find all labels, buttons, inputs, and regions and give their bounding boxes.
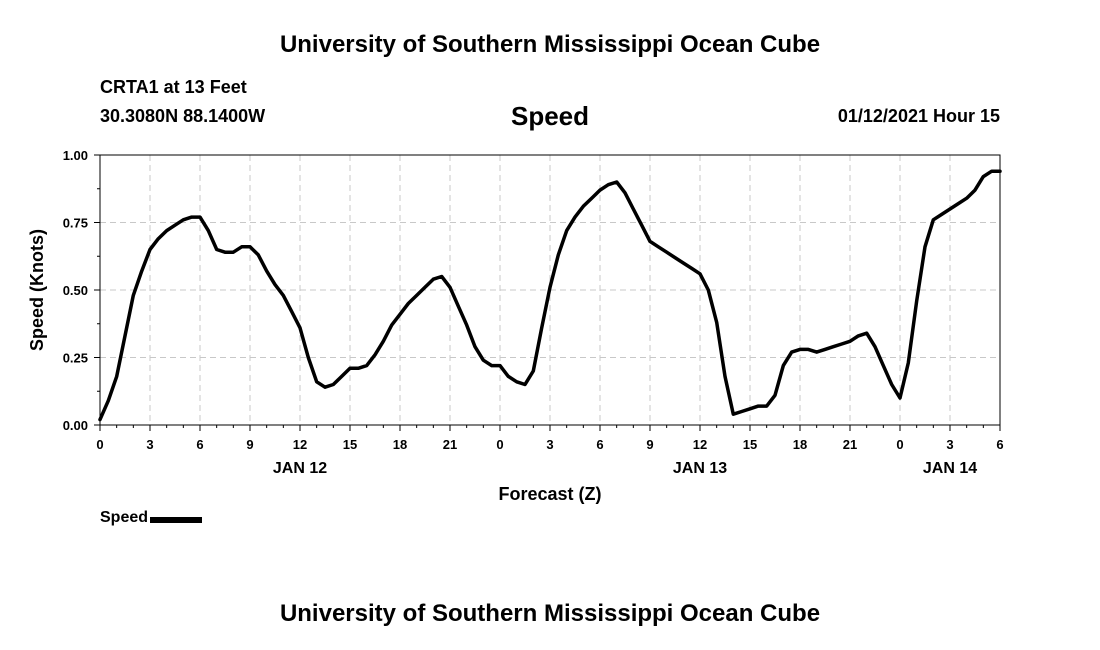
date-label: JAN 14 bbox=[923, 460, 977, 477]
legend-label: Speed bbox=[100, 509, 149, 526]
y-tick-label: 1.00 bbox=[63, 148, 88, 163]
x-tick-label: 18 bbox=[393, 437, 407, 452]
x-axis-label: Forecast (Z) bbox=[498, 484, 601, 504]
x-tick-label: 0 bbox=[496, 437, 503, 452]
x-tick-label: 6 bbox=[596, 437, 603, 452]
x-tick-label: 15 bbox=[743, 437, 757, 452]
x-tick-label: 3 bbox=[546, 437, 553, 452]
legend: Speed bbox=[100, 509, 203, 527]
legend-swatch bbox=[150, 516, 203, 523]
chart-title: Speed bbox=[510, 101, 590, 131]
series-line-speed bbox=[98, 169, 1002, 422]
x-tick-label: 3 bbox=[146, 437, 153, 452]
x-ticks: 0 3 6 9 12 15 18 21 0 3 6 9 12 15 18 21 0 3 6 bbox=[96, 425, 1004, 452]
x-tick-label: 12 bbox=[693, 437, 707, 452]
x-tick-label: 21 bbox=[443, 437, 457, 452]
x-tick-label: 18 bbox=[793, 437, 807, 452]
y-axis-label: Speed (Knots) bbox=[27, 229, 47, 351]
x-tick-label: 3 bbox=[946, 437, 953, 452]
y-ticks: 0.00 0.25 0.50 0.75 1.00 bbox=[63, 148, 100, 433]
date-label: JAN 13 bbox=[673, 460, 727, 477]
coordinates-label: 30.3080N 88.1400W bbox=[100, 106, 266, 126]
date-labels: JAN 12 JAN 13 JAN 14 bbox=[273, 460, 977, 477]
bottom-title: University of Southern Mississippi Ocean… bbox=[279, 600, 821, 627]
x-tick-label: 9 bbox=[246, 437, 253, 452]
x-tick-label: 15 bbox=[343, 437, 357, 452]
series-layer bbox=[98, 169, 1002, 422]
y-tick-label: 0.50 bbox=[63, 283, 88, 298]
y-tick-label: 0.75 bbox=[63, 216, 88, 231]
x-tick-label: 21 bbox=[843, 437, 857, 452]
station-label: CRTA1 at 13 Feet bbox=[100, 77, 247, 97]
x-tick-label: 9 bbox=[646, 437, 653, 452]
x-tick-label: 6 bbox=[196, 437, 203, 452]
timestamp-label: 01/12/2021 Hour 15 bbox=[837, 106, 1000, 126]
x-tick-label: 6 bbox=[996, 437, 1003, 452]
x-tick-label: 0 bbox=[896, 437, 903, 452]
date-label: JAN 12 bbox=[273, 460, 327, 477]
x-tick-label: 12 bbox=[293, 437, 307, 452]
top-title: University of Southern Mississippi Ocean… bbox=[279, 31, 821, 58]
y-tick-label: 0.00 bbox=[63, 418, 88, 433]
x-tick-label: 0 bbox=[96, 437, 103, 452]
y-tick-label: 0.25 bbox=[63, 351, 88, 366]
